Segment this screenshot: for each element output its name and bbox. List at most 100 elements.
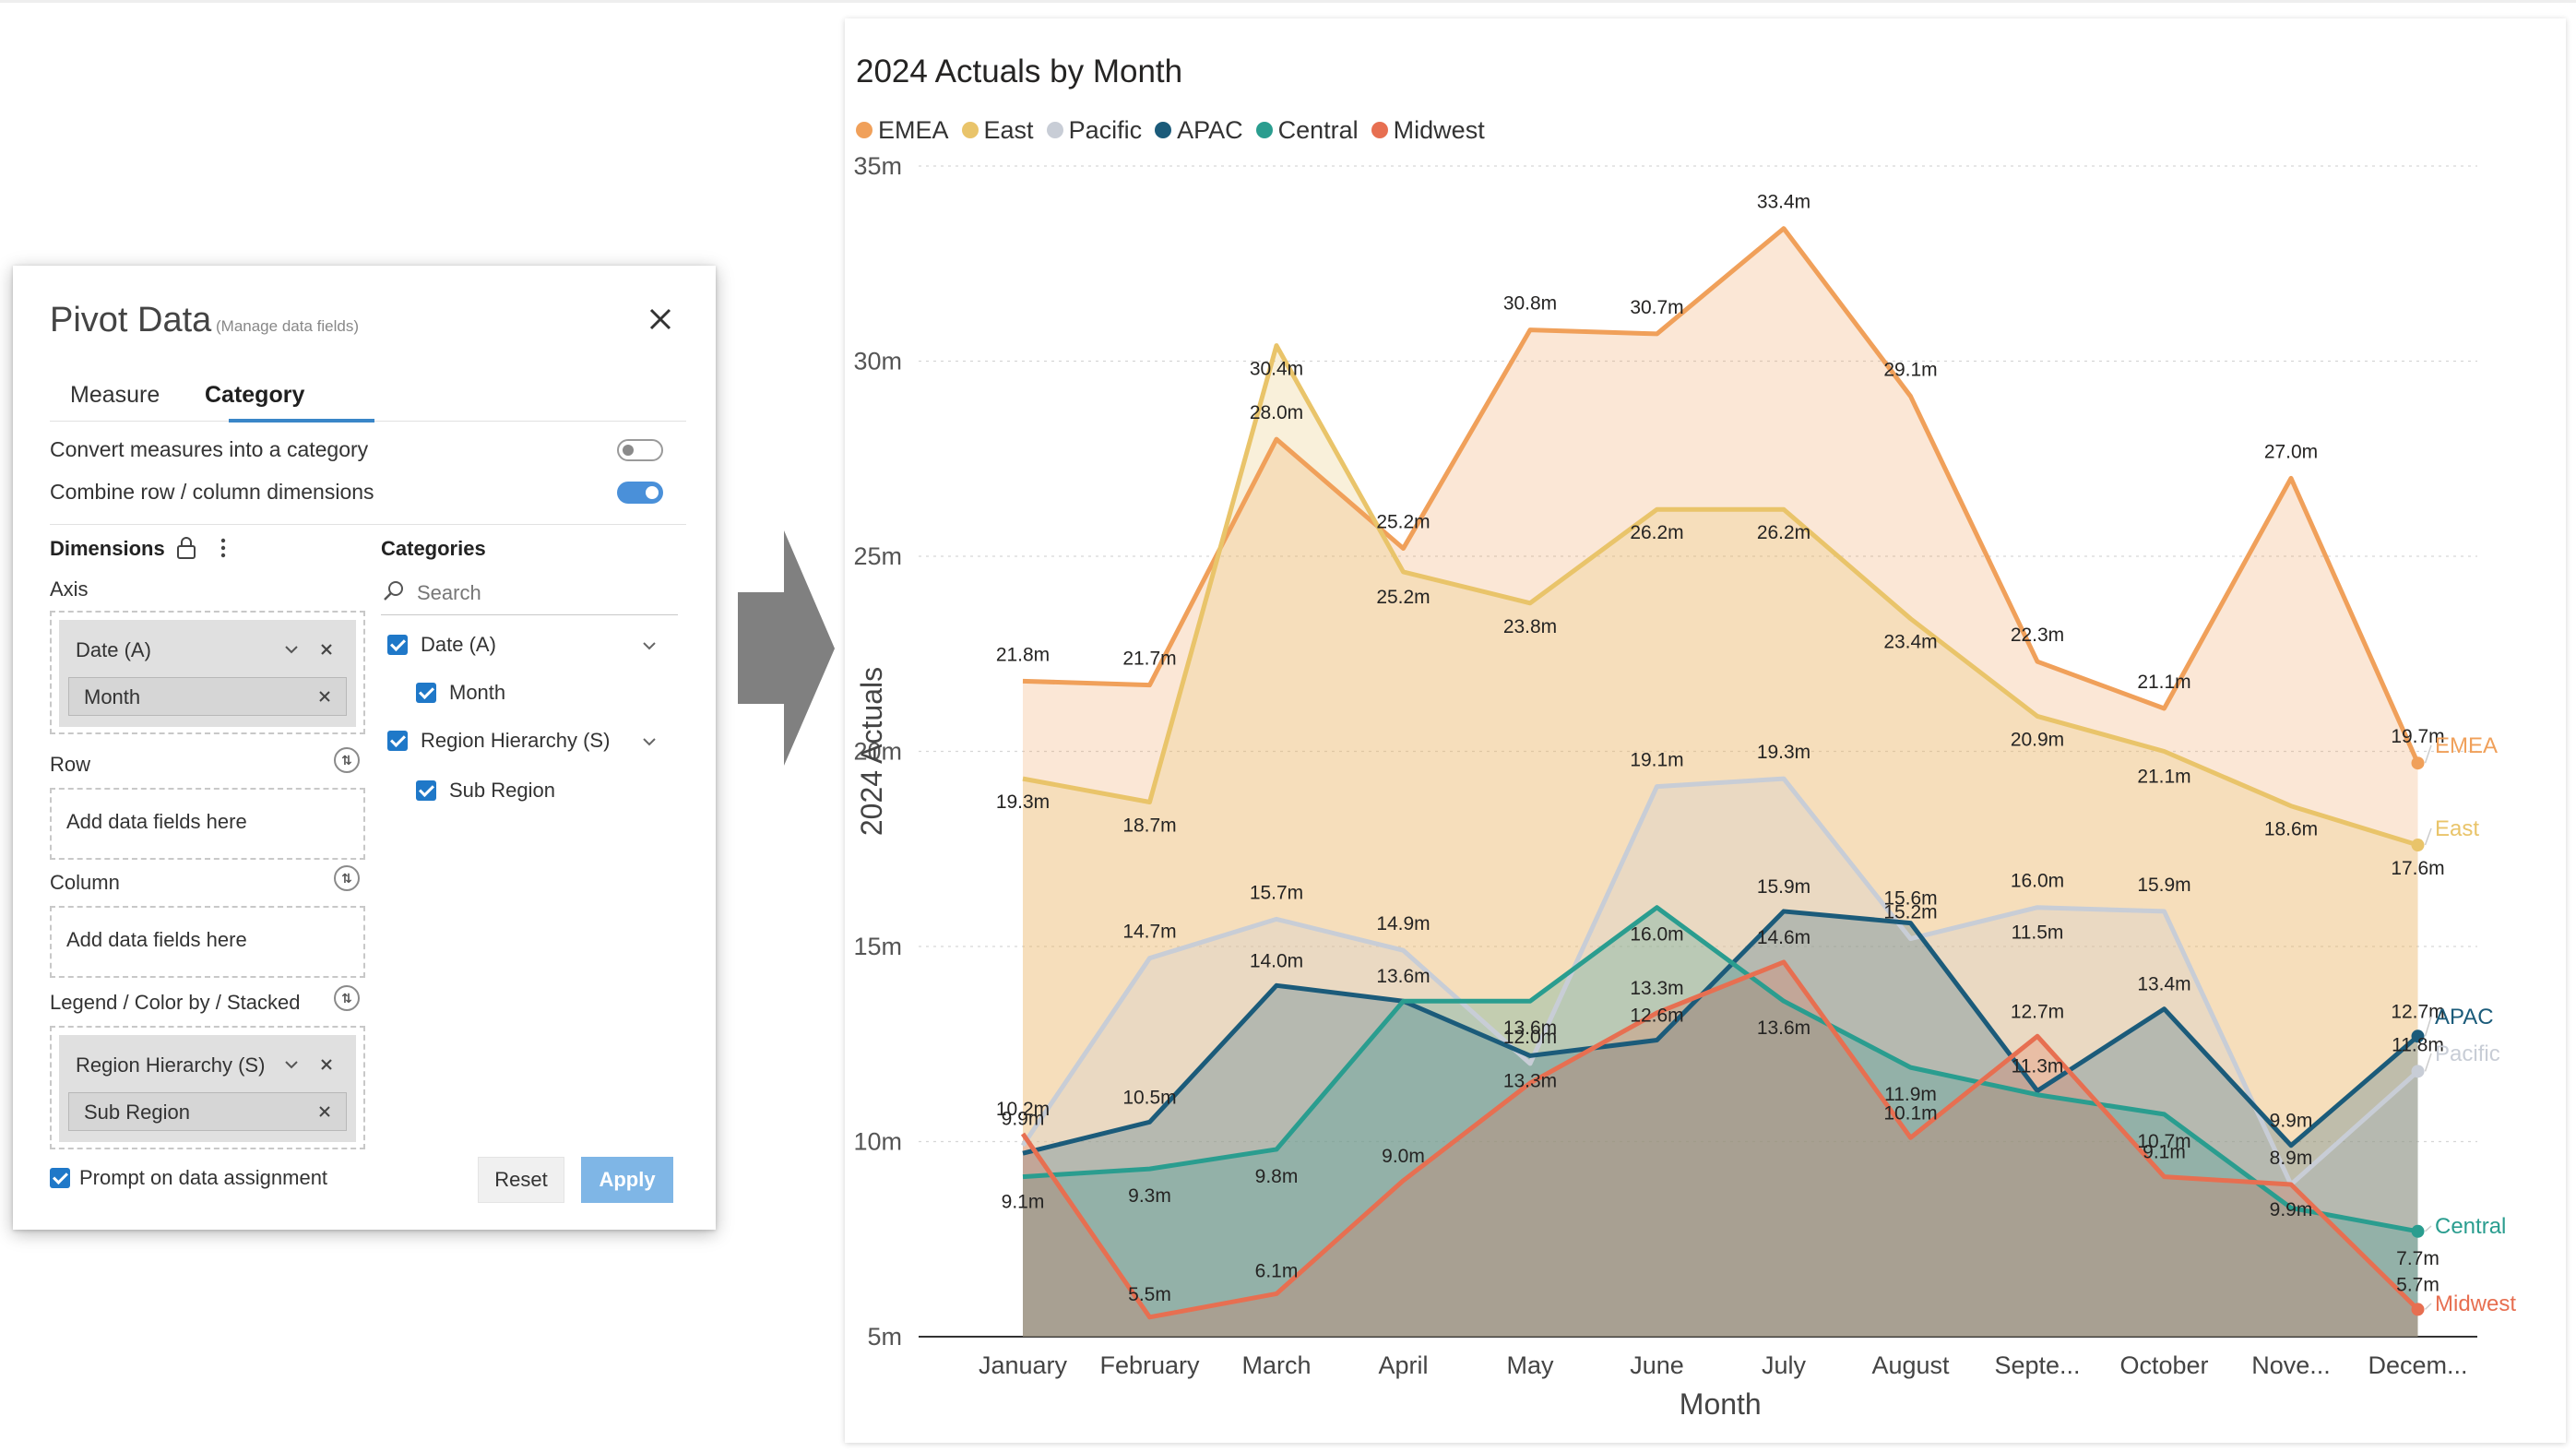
region-category-checkbox[interactable] xyxy=(387,731,408,751)
axis-chip[interactable]: Date (A) Month xyxy=(59,620,356,727)
column-swap-icon[interactable]: ⇅ xyxy=(334,865,360,891)
x-tick-label: October xyxy=(2119,1351,2208,1379)
y-tick-label: 10m xyxy=(853,1128,902,1156)
y-tick-label: 20m xyxy=(853,738,902,766)
end-label-east: East xyxy=(2435,816,2479,841)
data-label: 10.5m xyxy=(1122,1087,1176,1108)
y-tick-label: 35m xyxy=(853,152,902,180)
data-label: 21.1m xyxy=(2137,672,2190,693)
area-pacific xyxy=(1023,779,2418,1337)
data-label: 29.1m xyxy=(1883,360,1937,381)
region-category-label: Region Hierarchy (S) xyxy=(421,729,611,752)
lock-icon[interactable] xyxy=(175,535,197,561)
data-label: 12.7m xyxy=(2011,1001,2064,1022)
legend-item-central[interactable]: Central xyxy=(1255,115,1359,145)
legend-chip[interactable]: Region Hierarchy (S) Sub Region xyxy=(59,1035,356,1142)
tab-measure[interactable]: Measure xyxy=(70,382,160,408)
data-label: 15.2m xyxy=(1883,902,1937,923)
axis-drop-zone[interactable]: Date (A) Month xyxy=(50,611,365,734)
data-label: 23.8m xyxy=(1503,616,1557,637)
close-icon[interactable] xyxy=(644,303,677,336)
legend-item-east[interactable]: East xyxy=(961,116,1034,145)
legend-item-emea[interactable]: EMEA xyxy=(856,116,949,145)
line-apac xyxy=(1022,909,2420,1156)
data-label: 13.4m xyxy=(2137,974,2190,995)
chevron-down-icon[interactable] xyxy=(640,732,659,751)
y-tick-label: 5m xyxy=(867,1323,902,1351)
legend-dot-icon xyxy=(856,122,873,138)
dimensions-heading: Dimensions xyxy=(50,537,165,560)
end-label-leader xyxy=(2425,1225,2432,1232)
data-label: 7.7m xyxy=(2396,1248,2439,1269)
data-label: 15.6m xyxy=(1883,888,1937,910)
data-label: 33.4m xyxy=(1757,192,1810,213)
legend-item-pacific[interactable]: Pacific xyxy=(1046,116,1142,145)
legend-label: Central xyxy=(1277,115,1359,144)
chevron-down-icon[interactable] xyxy=(282,1055,301,1074)
chart-legend: EMEA East Pacific APAC Central Midwest xyxy=(856,116,1498,144)
transform-arrow xyxy=(738,530,835,766)
legend-sub-chip-label: Sub Region xyxy=(84,1101,190,1124)
remove-sub-region-icon[interactable] xyxy=(316,1103,333,1120)
axis-sub-chip[interactable]: Month xyxy=(68,677,347,716)
sub-region-category-label: Sub Region xyxy=(449,779,555,802)
data-label: 22.3m xyxy=(2011,625,2064,646)
legend-item-midwest[interactable]: Midwest xyxy=(1371,116,1485,145)
more-options-icon[interactable] xyxy=(218,535,229,561)
legend-chip-label: Region Hierarchy (S) xyxy=(76,1053,266,1077)
sub-region-category-checkbox[interactable] xyxy=(416,780,436,801)
legend-dot-icon xyxy=(1371,122,1388,138)
data-label: 27.0m xyxy=(2264,441,2318,462)
area-chart: 5m 10m 15m 20m 25m 30m 35m 21.8m 21.7m 28.0m 25.2m… xyxy=(853,152,2516,1421)
end-label-pacific: Pacific xyxy=(2435,1041,2500,1066)
column-drop-zone[interactable]: Add data fields here xyxy=(50,906,365,978)
axis-label: Axis xyxy=(50,577,89,601)
combine-dimensions-toggle[interactable] xyxy=(617,482,663,504)
y-tick-label: 25m xyxy=(853,542,902,570)
remove-month-icon[interactable] xyxy=(316,688,333,705)
data-label: 15.9m xyxy=(2137,875,2190,896)
data-label: 13.6m xyxy=(1376,966,1430,987)
category-search-input[interactable]: Search xyxy=(417,581,481,604)
month-category-label: Month xyxy=(449,681,506,704)
data-label: 13.6m xyxy=(1757,1018,1810,1039)
end-point-pacific xyxy=(2411,1065,2425,1078)
convert-measures-toggle[interactable] xyxy=(617,439,663,461)
remove-legend-icon[interactable] xyxy=(317,1055,336,1074)
date-category-checkbox[interactable] xyxy=(387,635,408,655)
data-label: 28.0m xyxy=(1250,402,1303,423)
legend-swap-icon[interactable]: ⇅ xyxy=(334,985,360,1011)
legend-drop-zone[interactable]: Region Hierarchy (S) Sub Region xyxy=(50,1026,365,1149)
data-label: 21.8m xyxy=(996,644,1050,665)
legend-label: Midwest xyxy=(1393,115,1485,144)
legend-field-label: Legend / Color by / Stacked xyxy=(50,991,301,1014)
apply-button[interactable]: Apply xyxy=(581,1157,673,1203)
data-label: 5.5m xyxy=(1128,1284,1171,1305)
data-label: 18.7m xyxy=(1122,815,1176,836)
y-tick-label: 15m xyxy=(853,933,902,960)
legend-dot-icon xyxy=(1155,122,1172,138)
end-label-leader xyxy=(2424,744,2432,764)
reset-button[interactable]: Reset xyxy=(478,1157,564,1203)
legend-item-apac[interactable]: APAC xyxy=(1155,116,1243,145)
data-label: 9.1m xyxy=(2143,1142,2186,1163)
data-label: 10.2m xyxy=(996,1099,1050,1120)
end-point-midwest xyxy=(2411,1303,2425,1316)
tab-category[interactable]: Category xyxy=(205,382,305,408)
data-label: 13.3m xyxy=(1630,978,1683,999)
data-label: 19.3m xyxy=(996,791,1050,813)
legend-dot-icon xyxy=(1046,122,1063,138)
row-drop-zone[interactable]: Add data fields here xyxy=(50,788,365,860)
row-swap-icon[interactable]: ⇅ xyxy=(334,747,360,773)
prompt-checkbox[interactable] xyxy=(50,1168,70,1188)
chevron-down-icon[interactable] xyxy=(282,640,301,659)
top-rule xyxy=(0,0,2576,3)
data-label: 25.2m xyxy=(1376,587,1430,608)
chevron-down-icon[interactable] xyxy=(640,637,659,655)
month-category-checkbox[interactable] xyxy=(416,683,436,703)
remove-axis-icon[interactable] xyxy=(317,640,336,659)
legend-sub-chip[interactable]: Sub Region xyxy=(68,1092,347,1131)
legend-dot-icon xyxy=(1255,122,1273,138)
data-label: 30.8m xyxy=(1503,293,1557,315)
data-label: 9.9m xyxy=(2270,1111,2313,1132)
